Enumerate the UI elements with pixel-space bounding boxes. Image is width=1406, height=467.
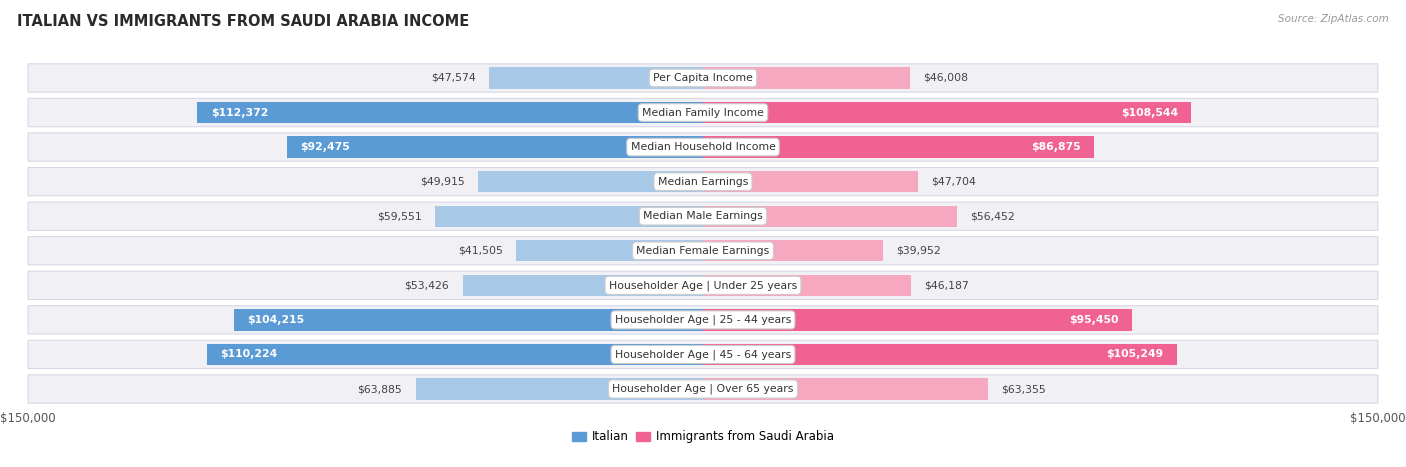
FancyBboxPatch shape bbox=[28, 271, 1378, 299]
Text: $59,551: $59,551 bbox=[377, 211, 422, 221]
Text: Median Earnings: Median Earnings bbox=[658, 177, 748, 187]
Bar bbox=[463, 275, 703, 296]
FancyBboxPatch shape bbox=[28, 64, 1378, 92]
Bar bbox=[703, 344, 1177, 365]
Bar bbox=[197, 102, 703, 123]
FancyBboxPatch shape bbox=[28, 375, 1378, 403]
Text: $46,187: $46,187 bbox=[924, 280, 969, 290]
Bar bbox=[287, 136, 703, 158]
FancyBboxPatch shape bbox=[28, 99, 1378, 127]
Text: $92,475: $92,475 bbox=[301, 142, 350, 152]
Text: $39,952: $39,952 bbox=[896, 246, 941, 256]
Text: Householder Age | Under 25 years: Householder Age | Under 25 years bbox=[609, 280, 797, 290]
Text: $110,224: $110,224 bbox=[221, 349, 278, 360]
Text: $63,355: $63,355 bbox=[1001, 384, 1046, 394]
Text: Median Male Earnings: Median Male Earnings bbox=[643, 211, 763, 221]
Text: Per Capita Income: Per Capita Income bbox=[652, 73, 754, 83]
Text: $56,452: $56,452 bbox=[970, 211, 1015, 221]
Bar bbox=[207, 344, 703, 365]
Text: $41,505: $41,505 bbox=[458, 246, 503, 256]
Text: Median Female Earnings: Median Female Earnings bbox=[637, 246, 769, 256]
Bar bbox=[478, 171, 703, 192]
Text: Median Family Income: Median Family Income bbox=[643, 107, 763, 118]
Text: $46,008: $46,008 bbox=[924, 73, 969, 83]
Bar bbox=[516, 240, 703, 262]
Text: Source: ZipAtlas.com: Source: ZipAtlas.com bbox=[1278, 14, 1389, 24]
FancyBboxPatch shape bbox=[28, 237, 1378, 265]
Bar bbox=[703, 102, 1191, 123]
Text: $112,372: $112,372 bbox=[211, 107, 269, 118]
FancyBboxPatch shape bbox=[28, 306, 1378, 334]
Legend: Italian, Immigrants from Saudi Arabia: Italian, Immigrants from Saudi Arabia bbox=[568, 427, 838, 447]
Text: $63,885: $63,885 bbox=[357, 384, 402, 394]
FancyBboxPatch shape bbox=[28, 168, 1378, 196]
Text: $53,426: $53,426 bbox=[405, 280, 449, 290]
Text: Householder Age | 25 - 44 years: Householder Age | 25 - 44 years bbox=[614, 315, 792, 325]
Text: $86,875: $86,875 bbox=[1031, 142, 1080, 152]
Text: $47,574: $47,574 bbox=[430, 73, 475, 83]
FancyBboxPatch shape bbox=[28, 133, 1378, 161]
Bar bbox=[703, 275, 911, 296]
Bar bbox=[703, 205, 957, 227]
Bar bbox=[235, 309, 703, 331]
FancyBboxPatch shape bbox=[28, 340, 1378, 368]
Text: Householder Age | Over 65 years: Householder Age | Over 65 years bbox=[612, 384, 794, 394]
Text: $108,544: $108,544 bbox=[1121, 107, 1178, 118]
Text: $105,249: $105,249 bbox=[1107, 349, 1163, 360]
Bar bbox=[434, 205, 703, 227]
Bar bbox=[703, 378, 988, 400]
Bar bbox=[703, 240, 883, 262]
Text: Median Household Income: Median Household Income bbox=[630, 142, 776, 152]
Bar bbox=[703, 171, 918, 192]
Text: ITALIAN VS IMMIGRANTS FROM SAUDI ARABIA INCOME: ITALIAN VS IMMIGRANTS FROM SAUDI ARABIA … bbox=[17, 14, 470, 29]
Text: Householder Age | 45 - 64 years: Householder Age | 45 - 64 years bbox=[614, 349, 792, 360]
Text: $95,450: $95,450 bbox=[1070, 315, 1119, 325]
Text: $104,215: $104,215 bbox=[247, 315, 305, 325]
Bar bbox=[416, 378, 703, 400]
FancyBboxPatch shape bbox=[28, 202, 1378, 230]
Bar bbox=[703, 309, 1132, 331]
Text: $47,704: $47,704 bbox=[931, 177, 976, 187]
Bar bbox=[703, 136, 1094, 158]
Text: $49,915: $49,915 bbox=[420, 177, 465, 187]
Bar bbox=[489, 67, 703, 89]
Bar bbox=[703, 67, 910, 89]
